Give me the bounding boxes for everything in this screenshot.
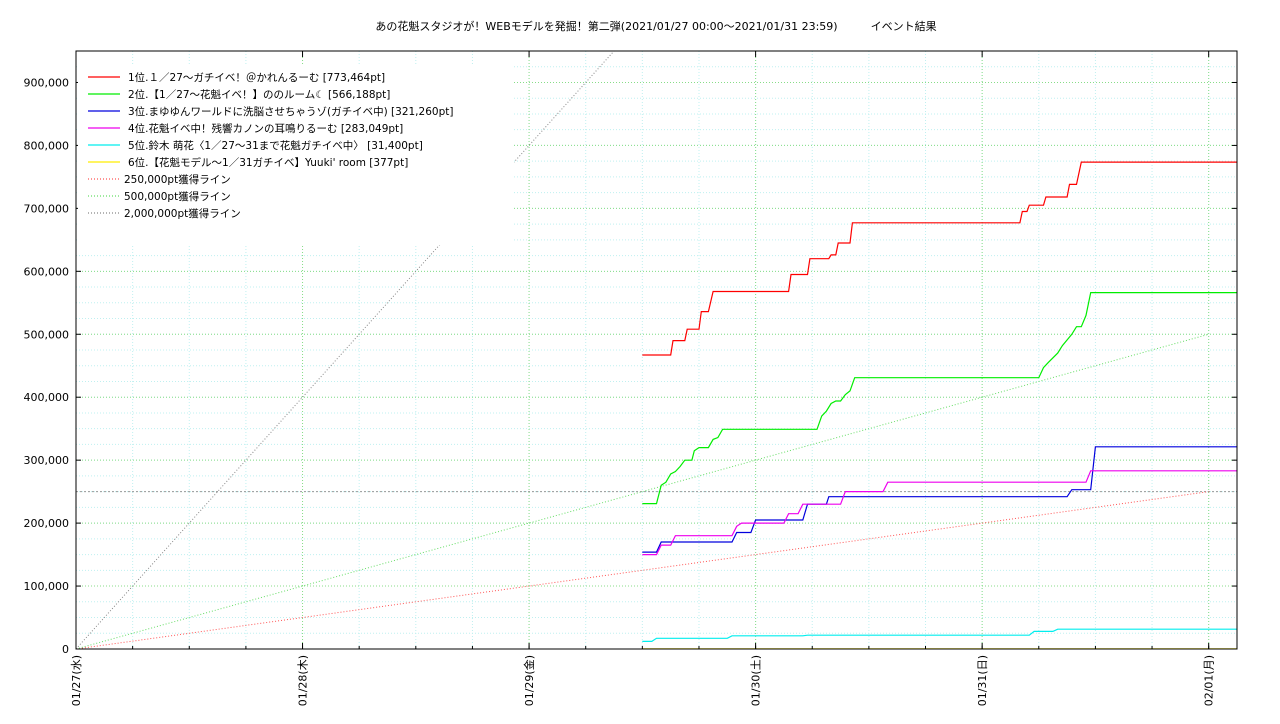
plot-frame	[75, 50, 1238, 650]
y-tick-label: 300,000	[24, 454, 70, 467]
chart-title: あの花魁スタジオが！WEBモデルを発掘！第二弾(2021/01/27 00:00…	[375, 19, 936, 33]
y-tick-label: 500,000	[24, 328, 70, 341]
y-tick-label: 900,000	[24, 76, 70, 89]
y-tick-label: 800,000	[24, 139, 70, 152]
x-tick-label: 01/27(水)	[70, 655, 83, 706]
series-line-3	[642, 446, 1237, 553]
legend-label-7: 250,000pt獲得ライン	[124, 173, 231, 186]
legend-label-4: 4位.花魁イベ中！残響カノンの耳鳴りるーむ [283,049pt]	[128, 122, 403, 135]
y-tick-label: 700,000	[24, 202, 70, 215]
grid	[75, 50, 1237, 650]
x-tick-label: 01/31(日)	[976, 655, 989, 706]
reference-line-3	[75, 50, 615, 650]
y-tick-label: 100,000	[24, 580, 70, 593]
x-tick-label: 01/30(土)	[750, 655, 763, 706]
y-tick-label: 600,000	[24, 265, 70, 278]
legend: 1位.１／27〜ガチイベ！＠かれんるーむ [773,464pt] 2位.【1／27…	[78, 65, 514, 245]
legend-label-9: 2,000,000pt獲得ライン	[124, 207, 241, 220]
series-line-5	[642, 628, 1237, 643]
legend-label-8: 500,000pt獲得ライン	[124, 190, 231, 203]
legend-label-5: 5位.鈴木 萌花〈1／27〜31まで花魁ガチイベ中〉 [31,400pt]	[128, 139, 423, 152]
axes: 0 100,000 200,000 300,000 400,000 500,000 600,…	[24, 51, 1237, 706]
x-tick-label: 01/28(木)	[297, 655, 310, 706]
series-line-1	[642, 161, 1237, 356]
series-lines	[642, 161, 1237, 650]
reference-line-2	[75, 333, 1209, 650]
legend-background	[78, 65, 514, 245]
legend-label-3: 3位.まゆゆんワールドに洗脳させちゃうゾ(ガチイベ中) [321,260pt]	[128, 105, 453, 118]
x-tick-label: 01/29(金)	[522, 655, 536, 706]
series-line-4	[642, 470, 1237, 556]
legend-label-6: 6位.【花魁モデル〜1／31ガチイベ】Yuuki' room [377pt]	[128, 156, 408, 169]
legend-label-1: 1位.１／27〜ガチイベ！＠かれんるーむ [773,464pt]	[128, 71, 385, 84]
y-tick-label: 0	[62, 643, 69, 656]
series-line-2	[642, 292, 1237, 505]
x-tick-label: 02/01(月)	[1203, 655, 1216, 706]
legend-label-2: 2位.【1／27〜花魁イベ！】ののルーム☾ [566,188pt]	[128, 88, 390, 101]
y-tick-label: 400,000	[24, 391, 70, 404]
reference-lines	[75, 50, 1237, 650]
y-tick-label: 200,000	[24, 517, 70, 530]
